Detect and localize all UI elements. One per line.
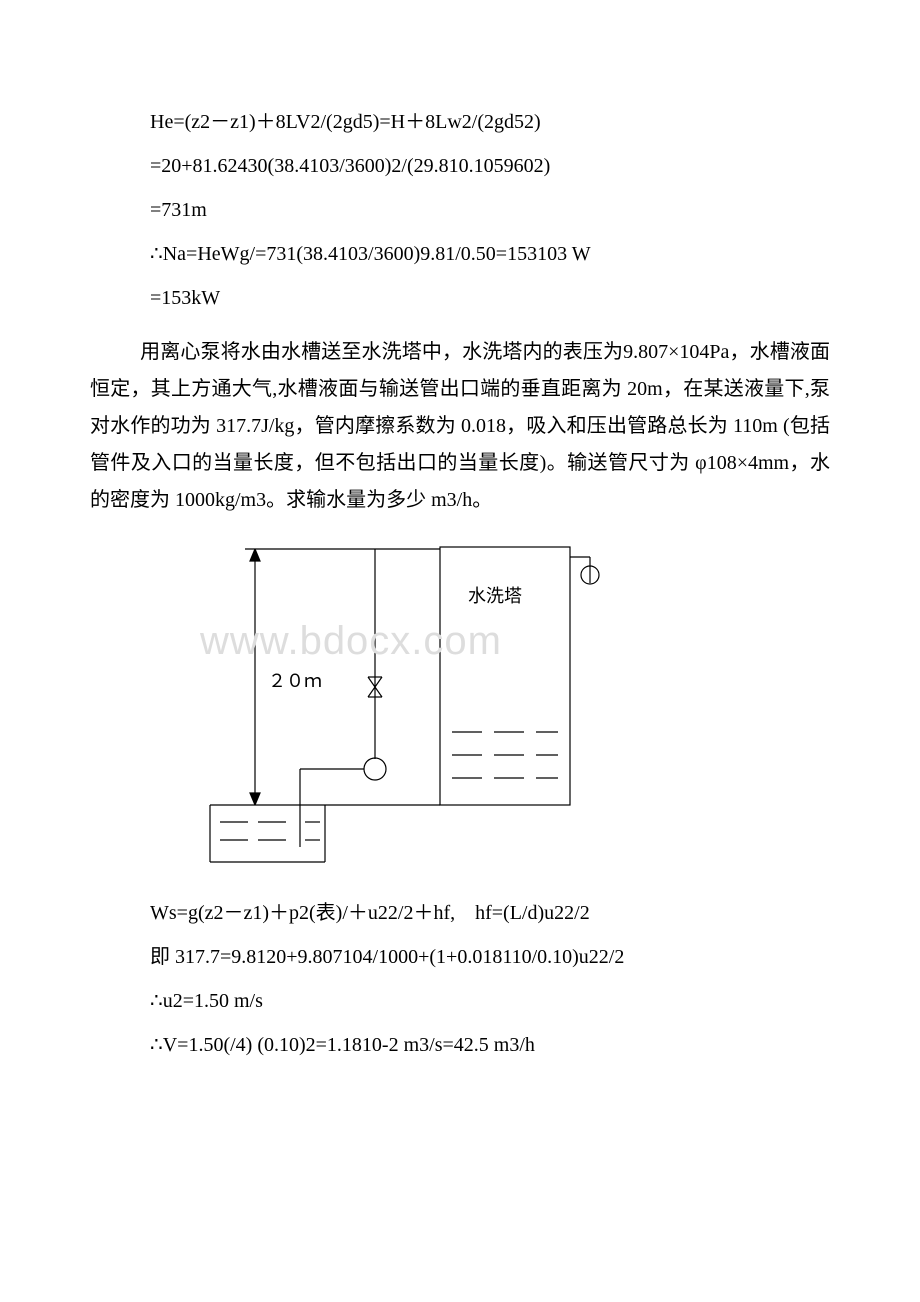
tower-label: 水洗塔 bbox=[468, 586, 522, 606]
height-label: ２０ｍ bbox=[268, 671, 322, 691]
eq-line: Ws=g(z2－z1)＋p2(表)/＋u22/2＋hf, hf=(L/d)u22… bbox=[150, 891, 830, 935]
eq-line: ∴V=1.50(/4) (0.10)2=1.1810-2 m3/s=42.5 m… bbox=[150, 1023, 830, 1067]
equations-top: He=(z2－z1)＋8LV2/(2gd5)=H＋8Lw2/(2gd52) =2… bbox=[150, 100, 830, 320]
eq-line: =731m bbox=[150, 188, 830, 232]
problem-paragraph: 用离心泵将水由水槽送至水洗塔中，水洗塔内的表压为9.807×104Pa，水槽液面… bbox=[90, 334, 830, 519]
problem-text: 用离心泵将水由水槽送至水洗塔中，水洗塔内的表压为9.807×104Pa，水槽液面… bbox=[90, 341, 830, 511]
eq-line: =153kW bbox=[150, 276, 830, 320]
eq-line: =20+81.62430(38.4103/3600)2/(29.810.1059… bbox=[150, 144, 830, 188]
eq-line: 即 317.7=9.8120+9.807104/1000+(1+0.018110… bbox=[150, 935, 830, 979]
equations-bottom: Ws=g(z2－z1)＋p2(表)/＋u22/2＋hf, hf=(L/d)u22… bbox=[150, 891, 830, 1067]
eq-line: He=(z2－z1)＋8LV2/(2gd5)=H＋8Lw2/(2gd52) bbox=[150, 100, 830, 144]
eq-line: ∴Na=HeWg/=731(38.4103/3600)9.81/0.50=153… bbox=[150, 232, 830, 276]
eq-line: ∴u2=1.50 m/s bbox=[150, 979, 830, 1023]
pump-tower-diagram: 水洗塔 ２０ｍ bbox=[150, 537, 630, 867]
diagram-container: www.bdocx.com bbox=[150, 537, 830, 867]
